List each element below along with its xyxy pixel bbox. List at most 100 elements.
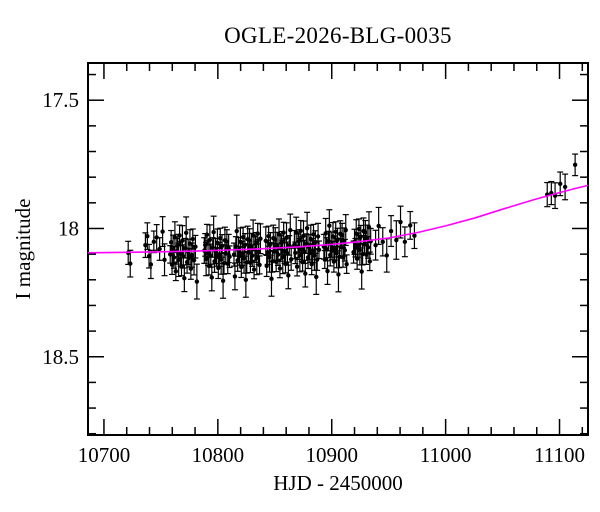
data-point bbox=[240, 251, 245, 256]
data-point bbox=[286, 273, 291, 278]
data-point bbox=[267, 255, 272, 260]
data-point bbox=[224, 239, 230, 244]
data-point bbox=[408, 223, 413, 228]
tick-label: 10700 bbox=[78, 443, 131, 467]
data-point bbox=[204, 232, 210, 237]
data-point bbox=[251, 267, 257, 272]
data-point bbox=[363, 230, 368, 235]
data-point bbox=[294, 264, 300, 269]
data-point bbox=[281, 230, 286, 235]
data-point bbox=[258, 236, 263, 241]
data-point bbox=[160, 229, 165, 234]
data-point bbox=[343, 227, 348, 233]
data-point bbox=[211, 229, 216, 235]
data-point bbox=[145, 233, 150, 239]
data-point bbox=[193, 244, 198, 249]
data-point bbox=[232, 274, 238, 279]
data-point bbox=[146, 253, 152, 259]
data-point bbox=[332, 245, 338, 251]
data-point bbox=[240, 234, 246, 240]
tick-label: 18 bbox=[58, 216, 79, 240]
data-point bbox=[280, 254, 285, 260]
data-point bbox=[301, 233, 306, 239]
data-point bbox=[388, 228, 394, 234]
data-point bbox=[402, 239, 408, 245]
data-point bbox=[359, 269, 364, 274]
data-point bbox=[562, 184, 568, 190]
data-point bbox=[273, 237, 278, 242]
data-point bbox=[297, 252, 303, 258]
data-point bbox=[255, 231, 260, 236]
data-point bbox=[572, 162, 578, 168]
data-point bbox=[148, 262, 154, 267]
data-point bbox=[311, 232, 316, 237]
model-curve bbox=[87, 184, 589, 254]
data-point bbox=[316, 247, 322, 252]
tick-label: 10900 bbox=[305, 443, 358, 467]
data-point bbox=[356, 226, 362, 232]
data-point bbox=[234, 228, 239, 234]
data-point bbox=[190, 236, 195, 242]
data-point bbox=[151, 239, 157, 245]
data-point bbox=[194, 279, 200, 284]
data-point bbox=[220, 278, 226, 284]
data-point bbox=[288, 227, 293, 233]
data-point bbox=[315, 234, 321, 239]
data-point bbox=[398, 219, 403, 225]
data-point bbox=[333, 229, 338, 235]
data-point bbox=[207, 237, 213, 242]
data-point bbox=[203, 256, 209, 262]
data-point bbox=[182, 276, 187, 281]
data-point bbox=[355, 242, 361, 248]
data-point bbox=[558, 181, 563, 187]
tick-labels: 10700 10800 10900 11000 11100 17.5 18 18.5 bbox=[42, 88, 585, 467]
data-point bbox=[344, 261, 349, 267]
tick-label: 10800 bbox=[192, 443, 245, 467]
data-point bbox=[310, 248, 315, 253]
data-point bbox=[162, 257, 167, 262]
data-point bbox=[180, 238, 185, 243]
data-point bbox=[217, 252, 222, 257]
data-point bbox=[314, 274, 319, 280]
data-point bbox=[373, 242, 378, 248]
data-point bbox=[254, 255, 259, 261]
data-point bbox=[304, 226, 310, 231]
data-point bbox=[168, 240, 174, 245]
data-point bbox=[365, 245, 371, 250]
data-point bbox=[334, 250, 339, 256]
data-points bbox=[125, 153, 579, 300]
plot-frame bbox=[87, 62, 589, 436]
data-point bbox=[241, 256, 247, 261]
data-point bbox=[157, 246, 162, 252]
data-point bbox=[176, 257, 181, 262]
data-point bbox=[357, 248, 363, 253]
data-point bbox=[339, 232, 345, 238]
tick-label: 11000 bbox=[420, 443, 472, 467]
data-point bbox=[367, 259, 372, 264]
data-point bbox=[325, 268, 330, 274]
data-point bbox=[218, 236, 223, 241]
tick-label: 17.5 bbox=[42, 88, 79, 112]
data-point bbox=[265, 250, 270, 255]
data-point bbox=[227, 254, 232, 259]
data-point bbox=[412, 233, 417, 238]
data-point bbox=[384, 253, 389, 258]
data-point bbox=[191, 258, 197, 263]
plot-title: OGLE-2026-BLG-0035 bbox=[224, 23, 452, 48]
tick-label: 11100 bbox=[534, 443, 585, 467]
data-point bbox=[323, 231, 328, 236]
y-axis-label: I magnitude bbox=[11, 198, 35, 300]
data-point bbox=[183, 230, 189, 236]
data-point bbox=[266, 233, 271, 239]
tick-label: 18.5 bbox=[42, 345, 79, 369]
data-point bbox=[277, 266, 283, 271]
data-point bbox=[247, 238, 252, 243]
data-point bbox=[218, 257, 224, 262]
data-point bbox=[284, 235, 289, 240]
data-point bbox=[380, 239, 385, 245]
data-point bbox=[298, 228, 303, 233]
data-point bbox=[342, 248, 348, 253]
data-point bbox=[173, 269, 179, 274]
